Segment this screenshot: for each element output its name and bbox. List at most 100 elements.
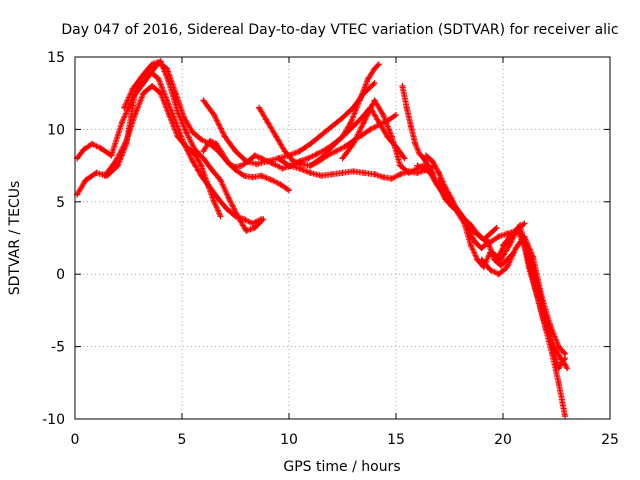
data-point (557, 355, 564, 362)
data-point (256, 104, 263, 111)
data-point (174, 133, 181, 140)
data-point (360, 119, 367, 126)
data-point (217, 177, 224, 184)
data-point (232, 148, 239, 155)
data-point (241, 216, 248, 223)
data-point (562, 413, 569, 420)
data-point (375, 119, 382, 126)
data-point (388, 133, 395, 140)
data-point (217, 213, 224, 220)
data-point (166, 111, 173, 118)
data-point (414, 162, 421, 169)
data-point (506, 235, 513, 241)
x-tick-label: 10 (280, 432, 298, 448)
data-point (427, 169, 434, 176)
data-point (371, 97, 378, 104)
data-point (204, 181, 211, 188)
data-point (341, 143, 348, 150)
data-point (264, 158, 271, 165)
data-point (149, 61, 156, 68)
data-point (286, 187, 292, 194)
data-point (422, 152, 429, 159)
data-point (313, 151, 320, 158)
data-point (307, 169, 314, 176)
data-point (487, 266, 494, 273)
data-point (523, 249, 530, 256)
x-tick-label: 25 (601, 432, 619, 448)
data-point (504, 230, 511, 237)
data-point (461, 216, 468, 223)
data-point (393, 111, 399, 118)
data-point (444, 191, 451, 198)
data-point (360, 169, 367, 176)
x-tick-label: 20 (494, 432, 512, 448)
data-point (495, 271, 502, 278)
data-point (328, 171, 335, 178)
data-point (183, 129, 190, 136)
data-point (328, 143, 335, 150)
data-point (215, 195, 222, 202)
data-point (268, 177, 275, 184)
data-point (425, 162, 432, 169)
data-point (365, 75, 372, 82)
data-point (350, 104, 357, 111)
y-tick-label: -5 (51, 340, 65, 356)
data-point (275, 155, 282, 162)
data-point (358, 132, 365, 139)
data-point (101, 172, 108, 179)
data-point (249, 220, 256, 227)
data-point (467, 242, 474, 249)
data-point (298, 161, 305, 168)
data-point (401, 155, 408, 162)
data-point (108, 152, 115, 159)
chart-title: Day 047 of 2016, Sidereal Day-to-day VTE… (61, 22, 618, 38)
data-point (318, 172, 325, 179)
data-point (281, 148, 288, 155)
data-point (497, 262, 504, 269)
data-point (80, 146, 87, 153)
data-point (97, 145, 104, 152)
data-point (478, 245, 485, 252)
data-point (82, 177, 89, 184)
data-point (189, 158, 196, 165)
data-point (243, 158, 250, 165)
data-point (489, 249, 496, 256)
data-point (114, 162, 121, 169)
data-point (388, 175, 395, 182)
data-point (174, 109, 181, 116)
data-point (412, 140, 419, 147)
data-point (226, 195, 233, 202)
data-point (213, 140, 220, 147)
data-point (221, 133, 228, 140)
data-point (371, 80, 378, 87)
y-tick-label: 10 (47, 122, 65, 138)
data-point (253, 161, 260, 168)
x-tick-label: 0 (71, 432, 80, 448)
data-point (200, 97, 207, 104)
data-point (380, 174, 387, 181)
data-point (232, 164, 239, 171)
data-point (350, 123, 357, 130)
data-point (251, 152, 258, 159)
data-point (189, 129, 196, 136)
data-point (296, 165, 303, 172)
data-point (371, 171, 378, 178)
data-point (211, 111, 218, 118)
data-point (166, 80, 173, 87)
data-point (157, 58, 164, 65)
data-point (348, 119, 355, 126)
data-point (131, 111, 138, 118)
data-point (129, 85, 136, 92)
data-point (238, 162, 245, 169)
data-point (305, 155, 312, 162)
data-point (328, 123, 335, 130)
data-point (157, 90, 164, 97)
y-tick-label: 5 (56, 195, 65, 211)
x-tick-label: 15 (387, 432, 405, 448)
data-point (487, 230, 494, 237)
data-point (286, 162, 292, 169)
data-point (403, 104, 410, 111)
data-point (339, 133, 346, 140)
y-tick-label: 0 (56, 267, 65, 283)
